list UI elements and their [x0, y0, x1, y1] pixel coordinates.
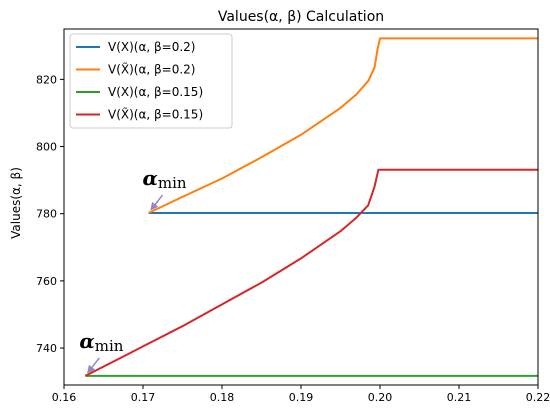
x-tick-label: 0.22 — [526, 391, 550, 404]
x-tick-label: 0.20 — [368, 391, 393, 404]
legend-box — [69, 33, 233, 129]
x-tick-label: 0.16 — [52, 391, 77, 404]
legend-entry: V(X̃)(α, β=0.15) — [108, 107, 203, 121]
x-tick-label: 0.17 — [131, 391, 156, 404]
legend-entry: V(X̃)(α, β=0.2) — [108, 62, 196, 76]
x-tick-label: 0.19 — [289, 391, 314, 404]
y-tick-label: 820 — [36, 73, 57, 86]
x-tick-label: 0.18 — [210, 391, 235, 404]
annotation-arrow — [87, 357, 100, 374]
series-line-4 — [84, 168, 538, 377]
alpha-min-annotation: αmin — [143, 166, 187, 192]
axes: 0.16 0.17 0.18 0.19 0.20 0.21 0.22 740 760 780 800… — [36, 73, 550, 404]
legend-entry: V(X)(α, β=0.2) — [108, 40, 196, 54]
y-tick-label: 760 — [36, 275, 57, 288]
plot-area — [84, 37, 538, 377]
y-tick-label: 800 — [36, 141, 57, 154]
legend-entry: V(X)(α, β=0.15) — [108, 85, 203, 99]
alpha-min-annotation: αmin — [79, 329, 123, 355]
y-tick-label: 740 — [36, 342, 57, 355]
y-tick-label: 780 — [36, 208, 57, 221]
chart-title: Values(α, β) Calculation — [218, 9, 384, 25]
annotations: αmin αmin — [79, 166, 187, 374]
series-line-2 — [148, 37, 538, 214]
annotation-arrow — [150, 194, 164, 211]
y-axis-label: Values(α, β) — [9, 167, 23, 239]
legend: V(X)(α, β=0.2) V(X̃)(α, β=0.2) V(X)(α, β=0… — [69, 33, 233, 129]
x-tick-label: 0.21 — [447, 391, 472, 404]
